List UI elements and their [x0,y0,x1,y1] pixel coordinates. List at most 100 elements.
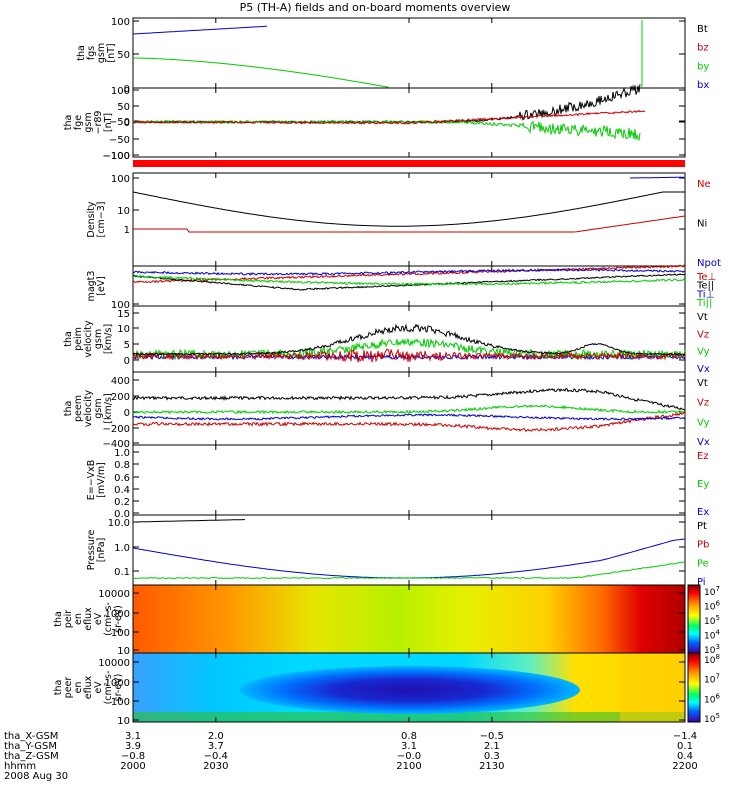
peem-vt-line [133,389,685,411]
colorbar-label-peer: 106 [704,692,720,705]
colorbar-exponent-peir: 6 [715,600,720,608]
y-label-peer: tha peer en eflux eV (cm²-s-sr-eV) [53,671,124,705]
legend-exb-Ez: Ez [697,451,709,462]
y-label-line-peem: [km/s] [103,393,114,423]
colorbar-exponent-peir: 4 [715,629,720,637]
legend-exb-Ey: Ey [697,479,709,490]
fgs-by-line [133,58,389,87]
peer-core-region [240,666,580,714]
y-label-line-fge: [nT] [103,113,114,132]
pressure-pt-line [133,520,245,522]
y-tick-label-fgs: 50 [117,50,130,61]
legend-peem-Vz: Vz [697,398,709,409]
colorbar-exponent-peir: 7 [715,585,719,593]
peir-spectrogram [133,585,685,653]
legend-peim-Vx: Vx [697,364,710,375]
y-tick-label-peem: 0 [124,408,130,419]
legend-peem-Vt: Vt [697,378,708,389]
y-label-peim: tha peim velocity gsm [km/s] [63,320,114,358]
y-tick-label-peim: 15 [117,309,130,320]
y-tick-label-fge: 50 [117,102,130,113]
y-tick-label-density: 1 [124,225,130,236]
y-label-density: Density [cm−3] [86,201,107,237]
colorbar-label-peir: 106 [704,600,720,613]
y-tick-label-peim: 10 [117,324,130,335]
legend-fgs-Bt: Bt [697,24,708,35]
legend-pressure-Pe: Pe [697,558,709,569]
legend-exb-Ex: Ex [697,507,709,518]
fgs-bx-line [133,26,267,34]
y-tick-label-exb: 0.4 [114,485,130,496]
y-label-fgs: tha fgs gsm [nT] [76,43,117,63]
y-tick-label-peem: −200 [103,424,130,435]
y-tick-label-pressure: 1.0 [114,543,130,554]
legend-peim-Vy: Vy [697,347,710,358]
colorbar-exponent-peer: 8 [715,653,719,661]
x-axis-row-label: 2008 Aug 30 [4,771,68,782]
y-tick-label-peir: 10 [117,646,130,657]
separator-bar [133,160,685,167]
plot-canvas: 100500−50−100tha fgs gsm [nT]Btbzbybx100500… [0,0,750,800]
colorbar-label-peir: 104 [704,629,720,642]
x-axis-value: 2100 [396,761,421,772]
x-axis-value: 2000 [120,761,145,772]
fge-green-line [133,121,640,140]
colorbar-exponent-peir: 3 [715,643,719,651]
peem-vy-line [133,405,685,413]
fge-black-line [133,84,640,123]
peem-vx-line [133,414,685,420]
y-tick-label-peem: 400 [111,376,130,387]
legend-peem-Vx: Vx [697,437,710,448]
y-tick-label-peim: 0 [124,356,130,367]
colorbar-exponent-peer: 7 [715,673,719,681]
legend-density-Ni: Ni [697,219,707,230]
legend-fgs-bx: bx [697,80,709,91]
legend-fgs-bz: bz [697,43,709,54]
colorbar-label-peer: 105 [704,712,720,725]
panel-frame-density [133,173,685,266]
panel-frame-pressure [133,515,685,585]
peer-late-region [620,653,685,722]
density-npot-line [630,177,684,178]
pressure-pe-line [133,562,685,578]
y-tick-label-peer: 10000 [98,658,130,669]
y-label-fge: tha fge gsm −r89 [nT] [63,111,114,135]
y-tick-label-fge: 0 [124,118,130,129]
y-label-line-density: [cm−3] [96,202,107,238]
pressure-pi-line [133,539,685,578]
density-ne-line [133,216,685,232]
y-tick-label-fgs: 100 [111,17,130,28]
legend-peem-Vy: Vy [697,417,710,428]
y-tick-label-exb: 0.8 [114,460,130,471]
y-label-exb: E=−VxB [mV/m] [86,460,107,501]
colorbar-exponent-peir: 5 [715,614,719,622]
colorbar-exponent-peer: 6 [715,692,720,700]
legend-peim-Vt: Vt [697,312,708,323]
y-label-line-exb: [mV/m] [96,462,107,498]
y-tick-label-pressure: 0.1 [114,567,130,578]
y-label-line-pressure: [nPa] [96,538,107,563]
x-axis-value: 2130 [479,761,504,772]
y-tick-label-peim: 5 [124,340,130,351]
y-label-peir: tha peir en eflux eV (cm²-s-sr-eV) [53,602,124,636]
legend-density-Npot: Npot [697,258,721,269]
panel-frame-peim [133,306,685,372]
peem-vz-line [133,412,685,431]
legend-density-Ne: Ne [697,179,711,190]
panel-frame-exb [133,445,685,515]
y-tick-label-exb: 0.2 [114,497,130,508]
y-label-line-peim: [km/s] [103,324,114,354]
y-label-line-peir: sr-eV) [113,605,124,633]
y-tick-label-density: 100 [111,174,130,185]
y-tick-label-fge: −100 [103,151,130,162]
y-tick-label-fge: 100 [111,86,130,97]
y-tick-label-peer: 10 [117,716,130,727]
legend-peim-Vz: Vz [697,329,709,340]
x-axis-value: 2030 [203,761,228,772]
y-label-temp: magt3 [eV] [86,271,107,302]
overview-figure: P5 (TH-A) fields and on-board moments ov… [0,0,750,800]
panel-frame-peem [133,372,685,445]
y-tick-label-density: 10 [117,206,130,217]
y-tick-label-exb: 0.6 [114,473,130,484]
y-tick-label-fge: −50 [109,135,130,146]
